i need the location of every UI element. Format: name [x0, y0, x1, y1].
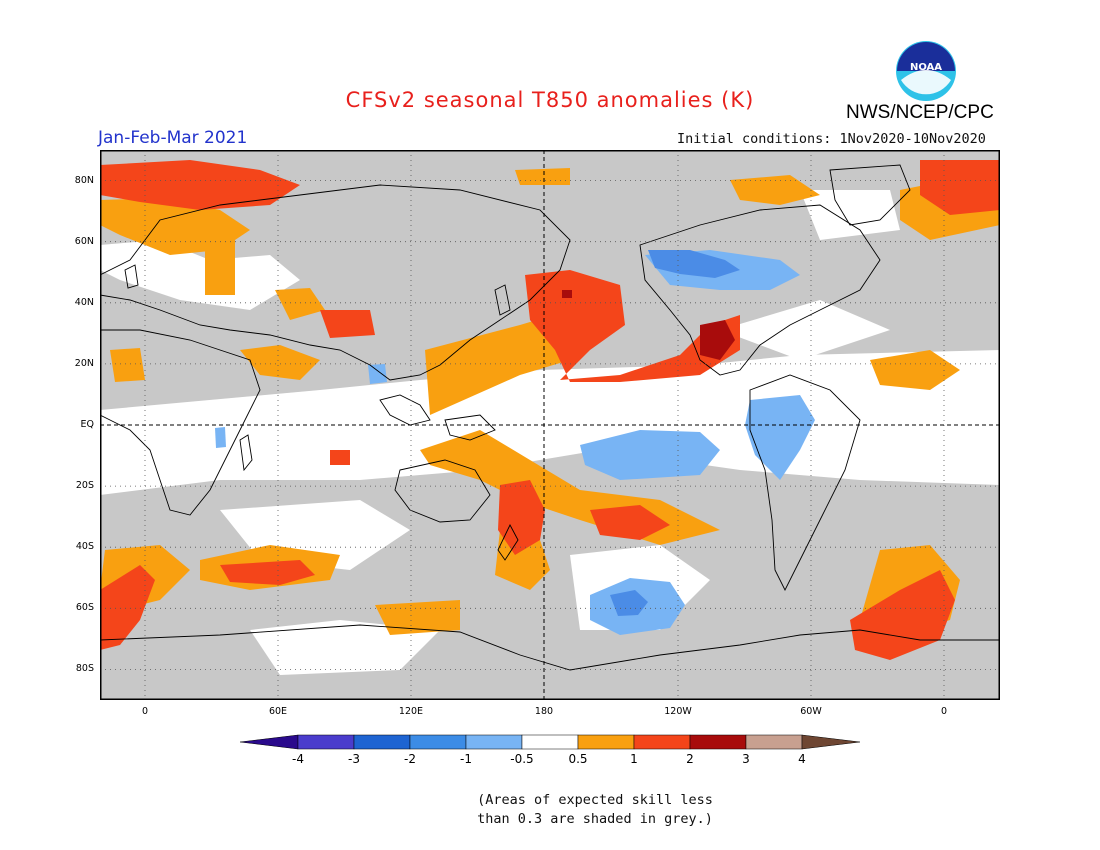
- colorbar-segment-neutral: [521, 734, 579, 750]
- season-label: Jan-Feb-Mar 2021: [98, 128, 248, 148]
- lon-label-60w: 60W: [800, 706, 822, 717]
- footnote-line-1: (Areas of expected skill less: [477, 792, 713, 808]
- lon-label-0-east: 0: [940, 706, 948, 717]
- colorbar-segment-neg3-neg2: [353, 734, 411, 750]
- warm-strong-regions: [562, 290, 735, 360]
- logo-text: NOAA: [910, 62, 942, 73]
- colorbar-label-3: 3: [742, 752, 750, 766]
- colorbar-segment-neg1-neg05: [465, 734, 523, 750]
- lat-label-80s: 80S: [75, 663, 94, 674]
- cool-medium-regions: [610, 250, 740, 616]
- colorbar-label-neg4: -4: [292, 752, 304, 766]
- lon-label-120w: 120W: [664, 706, 692, 717]
- footnote-line-2: than 0.3 are shaded in grey.): [477, 811, 713, 827]
- colorbar-segment-05-1: [577, 734, 635, 750]
- lat-label-40n: 40N: [74, 297, 94, 308]
- warm-medium-regions: [100, 160, 1000, 660]
- anomaly-map: [100, 150, 1000, 700]
- colorbar-segment-2-3: [689, 734, 747, 750]
- lon-label-180: 180: [534, 706, 554, 717]
- lat-label-eq: EQ: [80, 419, 94, 430]
- lon-label-60e: 60E: [268, 706, 288, 717]
- colorbar-label-05: 0.5: [568, 752, 588, 766]
- colorbar-segment-3-4: [745, 734, 803, 750]
- lat-label-60n: 60N: [74, 236, 94, 247]
- colorbar: [240, 734, 860, 750]
- colorbar-segment-1-2: [633, 734, 691, 750]
- colorbar-label-4: 4: [798, 752, 806, 766]
- noaa-logo: NOAA: [896, 41, 956, 101]
- agency-label: NWS/NCEP/CPC: [846, 102, 994, 123]
- lat-label-20n: 20N: [74, 358, 94, 369]
- colorbar-segment-below-4: [240, 734, 299, 750]
- coastlines: [100, 164, 1000, 671]
- lon-label-120e: 120E: [398, 706, 424, 717]
- lat-label-20s: 20S: [75, 480, 94, 491]
- colorbar-label-neg3: -3: [348, 752, 360, 766]
- colorbar-label-1: 1: [630, 752, 638, 766]
- lat-label-80n: 80N: [74, 175, 94, 186]
- colorbar-segment-neg4-neg3: [297, 734, 355, 750]
- map-frame: [100, 150, 1000, 700]
- lon-label-0: 0: [141, 706, 149, 717]
- colorbar-label-neg1: -1: [460, 752, 472, 766]
- chart-title: CFSv2 seasonal T850 anomalies (K): [345, 88, 755, 112]
- lat-label-60s: 60S: [75, 602, 94, 613]
- initial-conditions-label: Initial conditions: 1Nov2020-10Nov2020: [677, 131, 986, 147]
- colorbar-label-neg2: -2: [404, 752, 416, 766]
- colorbar-label-2: 2: [686, 752, 694, 766]
- colorbar-label-neg05: -0.5: [510, 752, 534, 766]
- equator-dateline: [100, 150, 1000, 700]
- lat-label-40s: 40S: [75, 541, 94, 552]
- colorbar-segment-neg2-neg1: [409, 734, 467, 750]
- colorbar-segment-above-4: [801, 734, 860, 750]
